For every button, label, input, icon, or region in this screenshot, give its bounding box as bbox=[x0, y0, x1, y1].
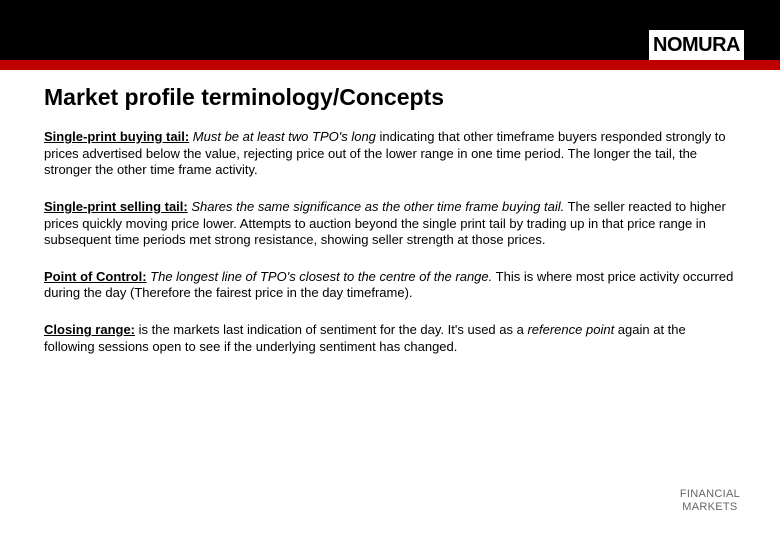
definition-point-of-control: Point of Control: The longest line of TP… bbox=[44, 269, 736, 302]
term-lead: Must be at least two TPO's long bbox=[189, 129, 376, 144]
top-black-bar: NOMURA bbox=[0, 0, 780, 60]
accent-bar bbox=[0, 60, 780, 70]
term-label: Single-print selling tail: bbox=[44, 199, 188, 214]
term-ref-italic: reference point bbox=[527, 322, 614, 337]
term-lead-plain: is the markets last indication of sentim… bbox=[135, 322, 527, 337]
term-label: Single-print buying tail: bbox=[44, 129, 189, 144]
content-area: Market profile terminology/Concepts Sing… bbox=[0, 70, 780, 355]
page-title: Market profile terminology/Concepts bbox=[44, 84, 736, 111]
term-label: Closing range: bbox=[44, 322, 135, 337]
footer-label: FINANCIAL MARKETS bbox=[680, 488, 740, 514]
definition-closing-range: Closing range: is the markets last indic… bbox=[44, 322, 736, 355]
footer-line1: FINANCIAL bbox=[680, 488, 740, 500]
brand-logo: NOMURA bbox=[649, 30, 744, 60]
footer-line2: MARKETS bbox=[682, 501, 737, 513]
term-label: Point of Control: bbox=[44, 269, 147, 284]
definition-selling-tail: Single-print selling tail: Shares the sa… bbox=[44, 199, 736, 249]
term-lead: Shares the same significance as the othe… bbox=[188, 199, 564, 214]
term-lead: The longest line of TPO's closest to the… bbox=[147, 269, 493, 284]
definition-buying-tail: Single-print buying tail: Must be at lea… bbox=[44, 129, 736, 179]
